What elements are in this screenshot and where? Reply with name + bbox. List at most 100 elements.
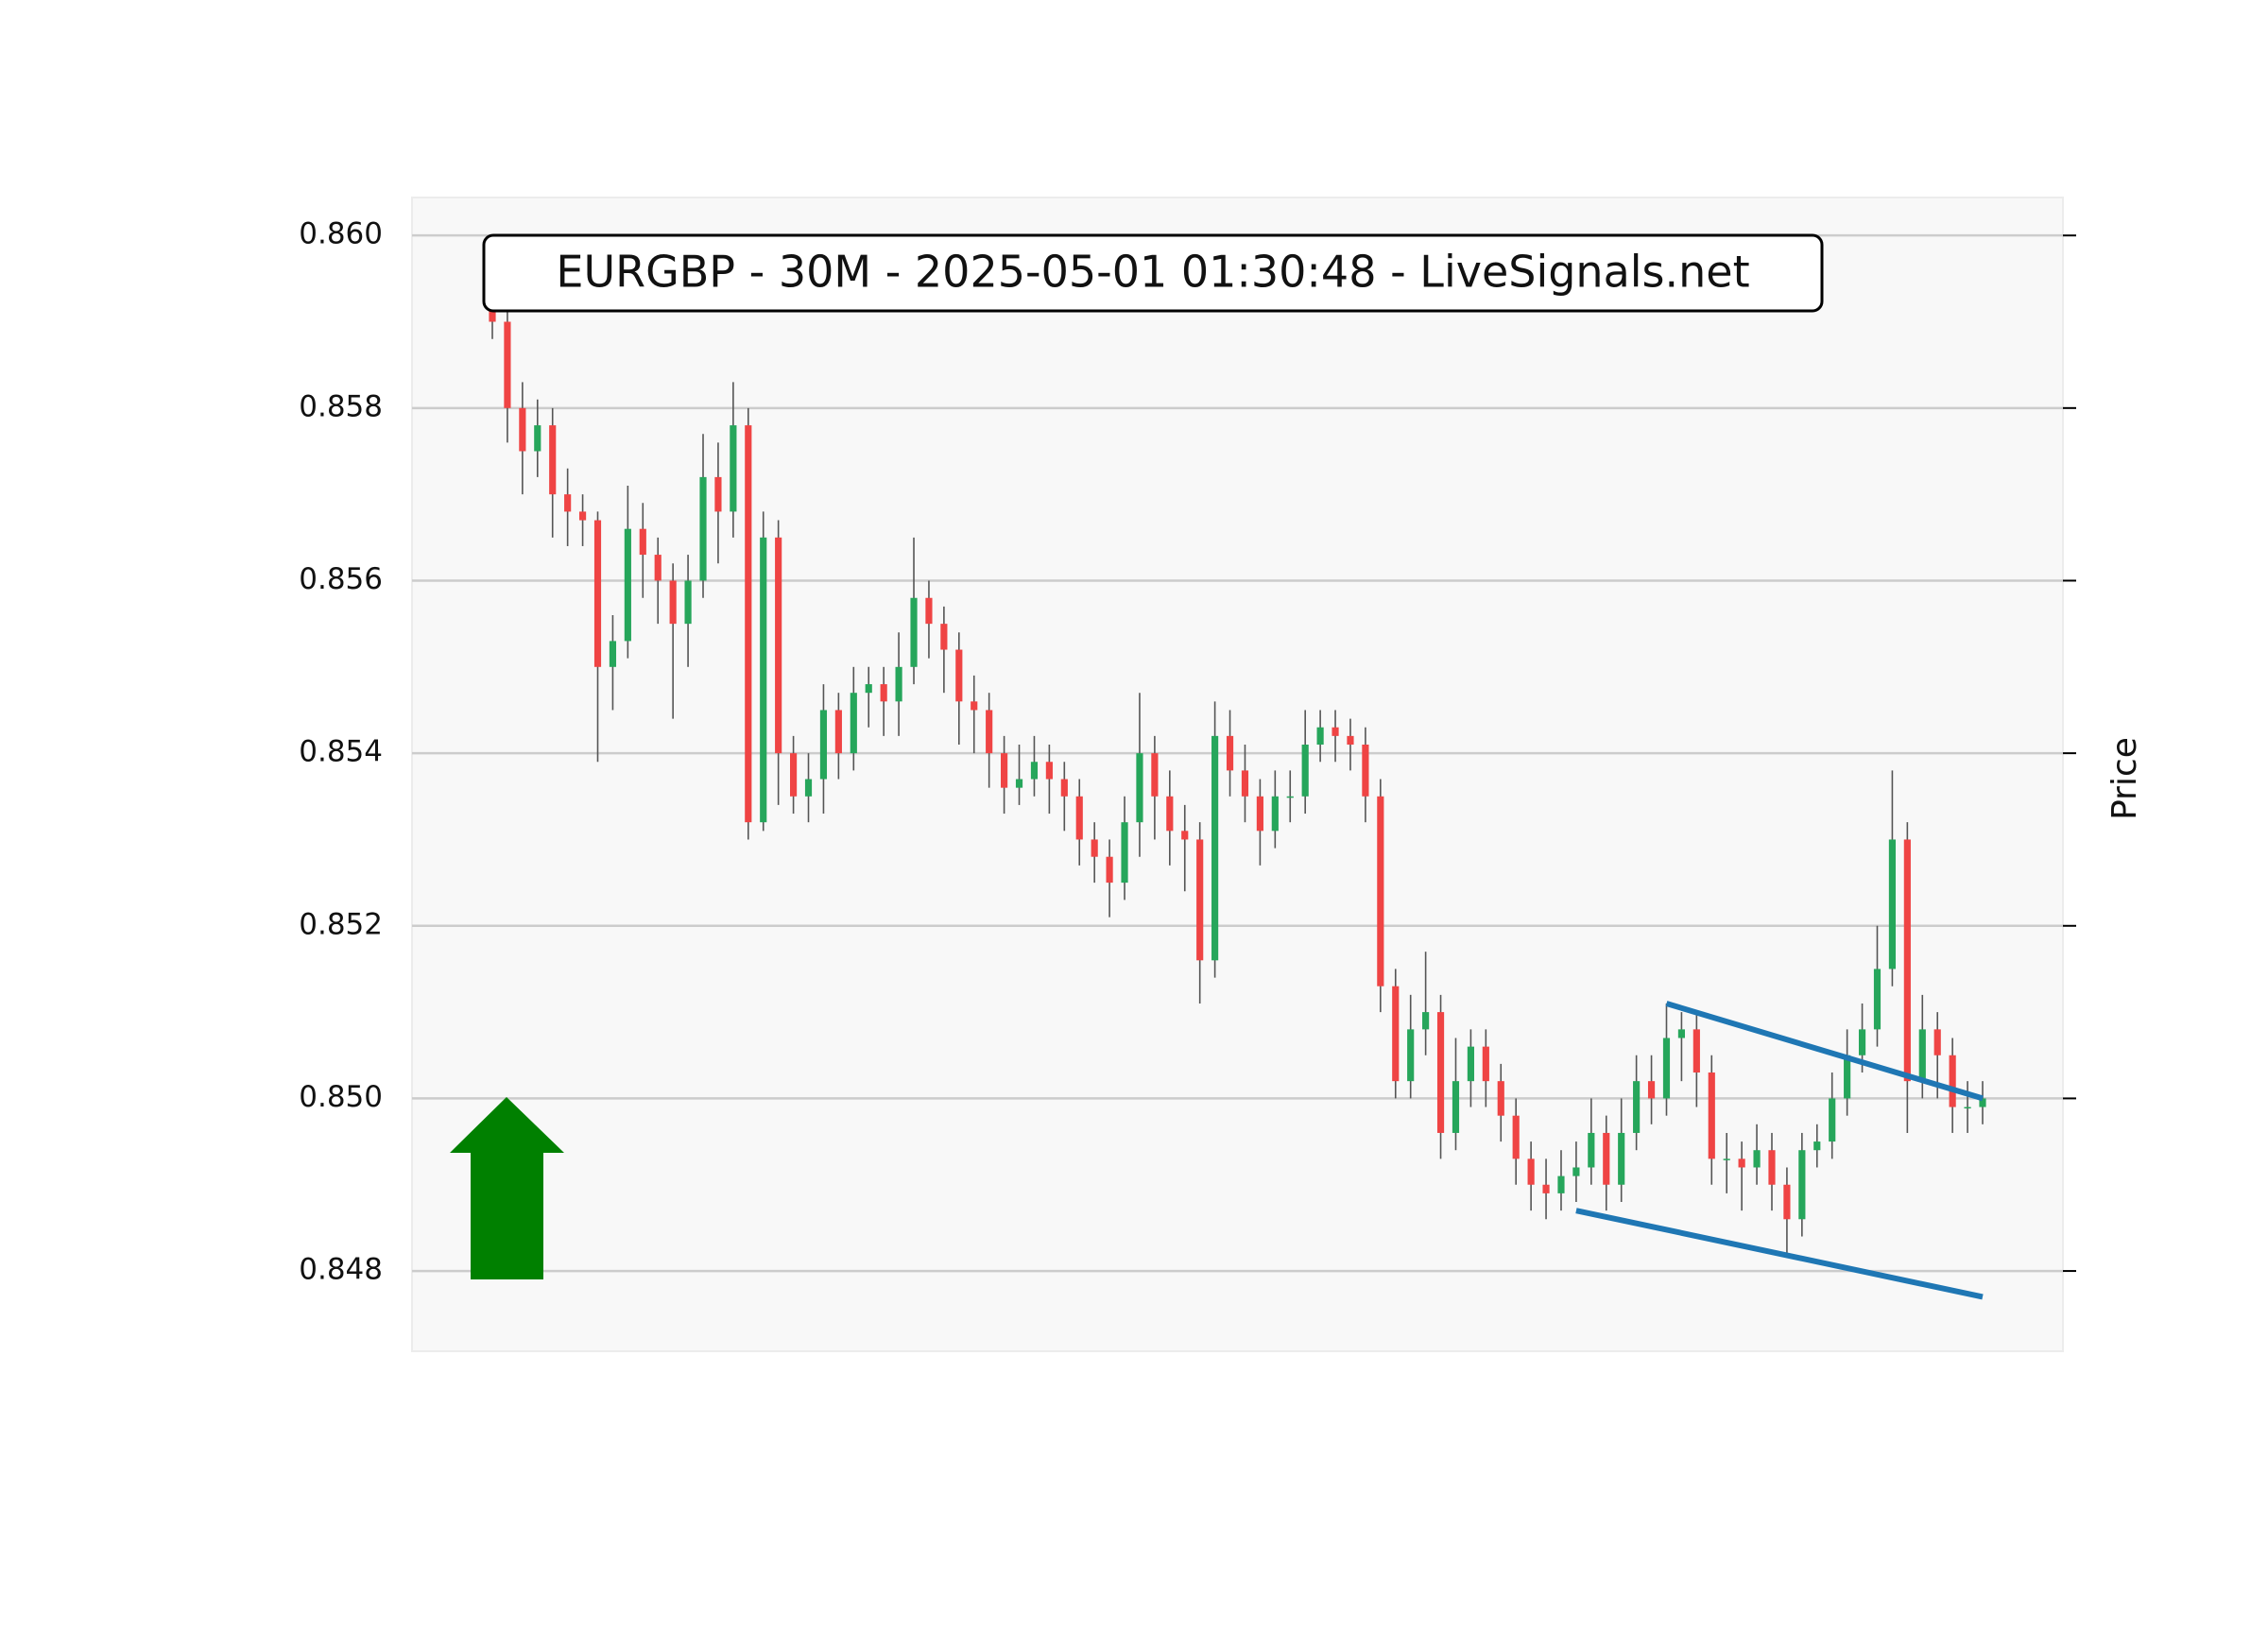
candle-body xyxy=(1873,969,1881,1030)
candle-body xyxy=(1332,727,1339,736)
candle-body xyxy=(1436,1012,1445,1133)
candle-body xyxy=(971,701,978,711)
candle-body xyxy=(1166,796,1174,832)
candle-body xyxy=(654,555,662,581)
candle-body xyxy=(1136,753,1143,823)
candle-body xyxy=(1588,1132,1595,1168)
signal-arrow xyxy=(450,1097,564,1279)
candle-body xyxy=(745,425,752,823)
candle-body xyxy=(699,476,707,581)
plot-area xyxy=(411,197,2064,1352)
candles xyxy=(489,252,1986,1300)
title-box xyxy=(482,233,1824,313)
candle-body xyxy=(1377,796,1384,987)
candle-body xyxy=(1813,1141,1821,1151)
candle-body xyxy=(1241,770,1249,797)
candle-body xyxy=(1362,744,1369,797)
candle-body xyxy=(1903,839,1911,1082)
candle-body xyxy=(1106,856,1113,884)
candle-body xyxy=(1497,1081,1504,1116)
candle-body xyxy=(1015,779,1023,788)
candle-body xyxy=(1557,1175,1565,1193)
candle-body xyxy=(925,597,933,625)
candle-body xyxy=(1844,1055,1851,1099)
candle-body xyxy=(1452,1081,1460,1133)
candle-body xyxy=(1829,1098,1836,1142)
candle-body xyxy=(1979,1098,1986,1107)
candle-body xyxy=(819,710,828,780)
candle-body xyxy=(1060,779,1068,797)
candle-body xyxy=(1151,753,1159,797)
candle-body xyxy=(1618,1132,1625,1185)
candle-body xyxy=(1527,1158,1535,1185)
y-axis-label: Price xyxy=(2105,737,2144,820)
candle-body xyxy=(1633,1081,1641,1133)
candle-body xyxy=(564,494,572,512)
candle-body xyxy=(1512,1115,1520,1159)
candle-body xyxy=(1858,1029,1866,1055)
candle-body xyxy=(1271,796,1279,832)
candle-body xyxy=(1888,839,1897,969)
candle-body xyxy=(1603,1132,1610,1185)
candle-body xyxy=(1001,753,1008,788)
y-tick-label: 0.852 xyxy=(299,907,383,941)
candle-body xyxy=(940,624,948,650)
candle-body xyxy=(684,580,692,625)
y-tick-label: 0.854 xyxy=(299,735,383,769)
candle-body xyxy=(955,649,963,702)
candle-body xyxy=(1768,1150,1776,1185)
candle-body xyxy=(504,321,511,408)
trendline xyxy=(1665,1001,1984,1102)
candle-body xyxy=(730,425,737,512)
candle-body xyxy=(1211,735,1219,961)
candle-body xyxy=(865,684,872,694)
candle-body xyxy=(1542,1184,1550,1193)
candle-body xyxy=(1783,1184,1791,1220)
candle-body xyxy=(1075,796,1083,840)
candle-body xyxy=(790,753,798,797)
candle-body xyxy=(624,528,631,642)
candle-body xyxy=(1738,1158,1745,1168)
candle-body xyxy=(714,476,722,512)
candle-body xyxy=(1181,831,1189,840)
candle-body xyxy=(850,693,857,754)
candle-body xyxy=(1226,735,1234,771)
candle-body xyxy=(1286,796,1294,798)
candle-body xyxy=(1647,1081,1656,1099)
candle-body xyxy=(1091,839,1098,857)
candle-body xyxy=(1572,1167,1580,1176)
chart-title: EURGBP - 30M - 2025-05-01 01:30:48 - Liv… xyxy=(556,247,1749,298)
candle-body xyxy=(1316,727,1324,745)
candle-body xyxy=(1677,1029,1685,1038)
candle-body xyxy=(549,425,557,495)
candle-body xyxy=(1708,1072,1715,1159)
candle-body xyxy=(895,666,902,702)
y-tick-label: 0.856 xyxy=(299,562,383,596)
candle-body xyxy=(1422,1012,1430,1030)
candle-body xyxy=(880,684,887,702)
y-tick-label: 0.860 xyxy=(299,217,383,251)
candle-body xyxy=(1723,1158,1730,1160)
candle-body xyxy=(1347,735,1354,745)
candle-body xyxy=(1798,1150,1806,1220)
candle-body xyxy=(1256,796,1263,832)
candle-body xyxy=(986,710,993,754)
candle-body xyxy=(1045,762,1053,780)
candle-body xyxy=(1949,1055,1956,1107)
candle-body xyxy=(834,710,842,754)
candle-body xyxy=(534,425,541,452)
candle-body xyxy=(760,537,767,823)
candle-body xyxy=(1482,1046,1489,1082)
candle-body xyxy=(1467,1046,1474,1082)
candle-body xyxy=(1933,1029,1941,1055)
candle-body xyxy=(804,779,813,797)
candle-body xyxy=(1753,1150,1761,1168)
trendline xyxy=(1575,1208,1984,1300)
candle-body xyxy=(775,537,782,754)
candle-body xyxy=(1030,762,1039,780)
candle-body xyxy=(910,597,918,667)
y-tick-label: 0.848 xyxy=(299,1253,383,1287)
candle-body xyxy=(1196,839,1204,961)
candle-body xyxy=(1121,822,1128,884)
